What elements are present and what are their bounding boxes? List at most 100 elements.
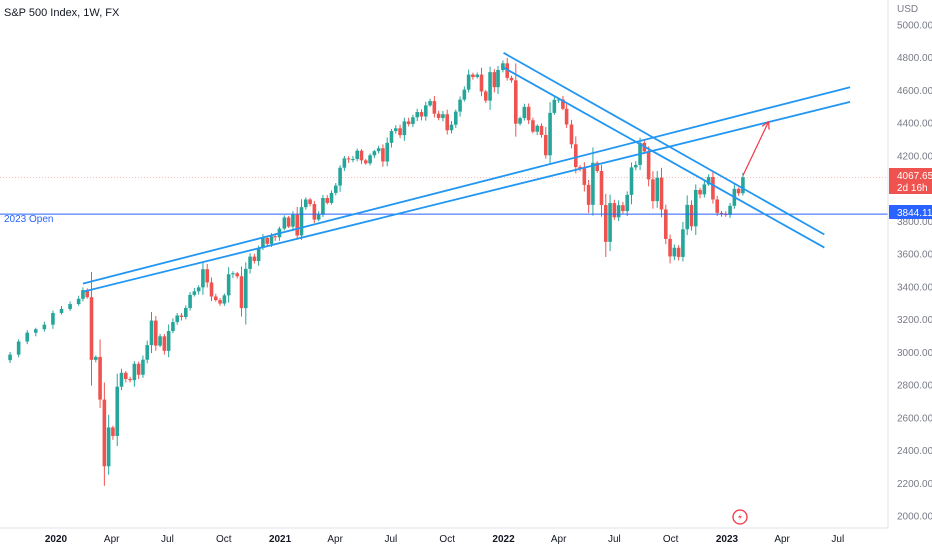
candle [329, 190, 334, 205]
candle [312, 200, 317, 224]
price-tick-label: 2800.00 [897, 381, 932, 392]
candle [81, 287, 85, 302]
falling-channel-lower[interactable] [503, 66, 825, 249]
candle [655, 170, 660, 208]
candle [201, 262, 205, 295]
candle [393, 125, 398, 134]
candle [162, 334, 167, 355]
candle [663, 204, 668, 245]
candle [693, 184, 698, 235]
candle [603, 193, 608, 257]
candle [145, 340, 150, 364]
candle [432, 95, 437, 118]
candle [698, 187, 702, 199]
candle [321, 194, 325, 218]
candle [119, 368, 124, 390]
candle [458, 96, 462, 117]
time-tick-label: Jul [161, 534, 174, 545]
price-tick-label: 2400.00 [897, 446, 932, 457]
candle [406, 117, 411, 127]
time-tick-label: Jul [384, 534, 397, 545]
candle [136, 361, 141, 380]
candle [16, 339, 21, 358]
candle [646, 146, 651, 187]
candle [372, 149, 377, 159]
time-tick-label: 2023 [716, 534, 739, 545]
candle [171, 318, 175, 334]
price-tick-label: 3600.00 [897, 250, 932, 261]
candle [89, 271, 94, 386]
candle [531, 117, 535, 134]
chart-title: S&P 500 Index, 1W, FX [4, 7, 120, 19]
candle [8, 352, 12, 363]
candle [286, 215, 291, 229]
candle [428, 98, 432, 107]
candle [351, 155, 355, 163]
price-tick-label: 4200.00 [897, 151, 932, 162]
candle [128, 376, 132, 383]
candle [333, 182, 338, 196]
price-tick-label: 3800.00 [897, 217, 932, 228]
candle [462, 86, 467, 102]
candle [239, 266, 244, 317]
price-tick-label: 4400.00 [897, 119, 932, 130]
time-tick-label: 2022 [492, 534, 515, 545]
candle [702, 180, 707, 198]
candle [736, 187, 741, 196]
candle [509, 75, 514, 83]
lightning-icon[interactable] [732, 509, 748, 525]
candle [235, 271, 240, 279]
candle [548, 102, 552, 164]
rising-channel-upper[interactable] [82, 86, 851, 285]
candle [608, 194, 612, 252]
candle [569, 119, 574, 149]
candle [621, 201, 625, 215]
time-tick-label: Jul [831, 534, 844, 545]
candle [205, 263, 210, 288]
candle [149, 311, 154, 354]
candle [123, 371, 128, 383]
price-tick-label: 2200.00 [897, 479, 932, 490]
price-tick-label: 2600.00 [897, 413, 932, 424]
candle [252, 253, 257, 264]
time-axis[interactable]: 2020 Apr Jul Oct 2021 Apr Jul Oct 2022 Apr Jul Oct 2… [45, 534, 844, 545]
candle [132, 361, 137, 387]
candle [76, 295, 81, 306]
rising-channel-lower[interactable] [82, 101, 851, 293]
candle [616, 200, 621, 222]
projection-arrow[interactable] [742, 121, 770, 176]
candle [522, 103, 527, 121]
candle [633, 161, 638, 171]
candle [308, 197, 312, 207]
candle [338, 165, 342, 192]
candle [651, 171, 655, 209]
candle [445, 109, 450, 135]
candle [659, 167, 664, 218]
candle [715, 195, 720, 216]
candle [316, 211, 321, 222]
price-axis[interactable]: 2000.00 2200.00 2400.00 2600.00 2800.00 3000.… [897, 21, 932, 523]
falling-channel-upper[interactable] [503, 52, 825, 236]
candle [59, 305, 64, 315]
candle [141, 355, 145, 378]
candle [265, 236, 270, 246]
open-price-value: 3844.11 [897, 208, 932, 219]
time-tick-label: Oct [216, 534, 232, 545]
candle [689, 200, 694, 231]
trendlines[interactable] [0, 52, 888, 293]
candle [355, 148, 360, 162]
open-line-label: 2023 Open [4, 214, 54, 225]
candle [42, 321, 47, 332]
candle [475, 72, 480, 79]
price-tick-label: 4800.00 [897, 53, 932, 64]
price-tick-label: 2000.00 [897, 512, 932, 523]
candle [33, 327, 38, 337]
candle [492, 69, 497, 93]
candle [706, 174, 711, 186]
candle [496, 66, 500, 94]
candle [342, 155, 347, 171]
candle [209, 277, 214, 302]
candle [166, 324, 171, 358]
candle [25, 330, 30, 345]
